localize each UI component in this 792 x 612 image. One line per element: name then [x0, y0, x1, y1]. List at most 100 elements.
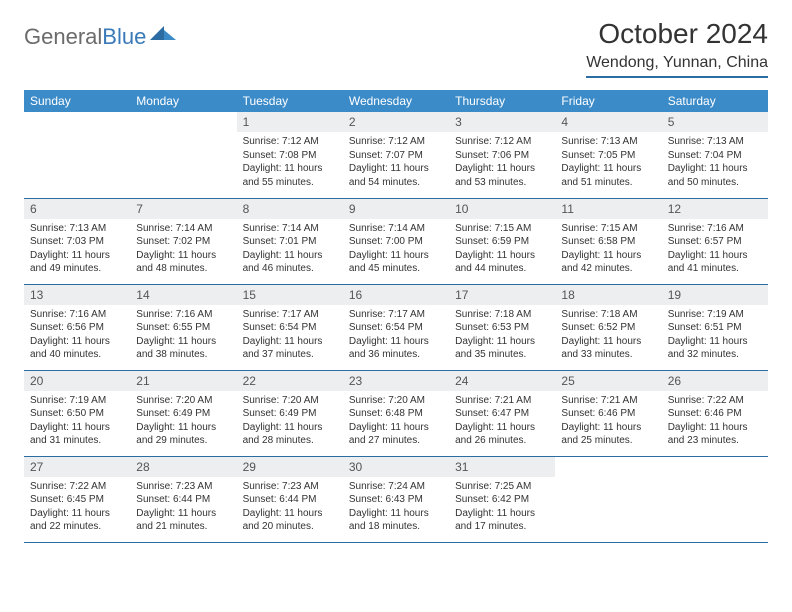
- day-number: 12: [662, 199, 768, 219]
- day-number: 25: [555, 371, 661, 391]
- day-details: Sunrise: 7:18 AMSunset: 6:52 PMDaylight:…: [555, 305, 661, 366]
- calendar-day-cell: 19Sunrise: 7:19 AMSunset: 6:51 PMDayligh…: [662, 284, 768, 370]
- calendar-day-cell: 29Sunrise: 7:23 AMSunset: 6:44 PMDayligh…: [237, 456, 343, 542]
- calendar-day-cell: 21Sunrise: 7:20 AMSunset: 6:49 PMDayligh…: [130, 370, 236, 456]
- day-number: 10: [449, 199, 555, 219]
- day-details: Sunrise: 7:16 AMSunset: 6:56 PMDaylight:…: [24, 305, 130, 366]
- day-details: Sunrise: 7:12 AMSunset: 7:06 PMDaylight:…: [449, 132, 555, 193]
- calendar-day-cell: 3Sunrise: 7:12 AMSunset: 7:06 PMDaylight…: [449, 112, 555, 198]
- calendar-day-cell: 9Sunrise: 7:14 AMSunset: 7:00 PMDaylight…: [343, 198, 449, 284]
- title-block: October 2024 Wendong, Yunnan, China: [586, 18, 768, 78]
- calendar-week-row: 6Sunrise: 7:13 AMSunset: 7:03 PMDaylight…: [24, 198, 768, 284]
- calendar-table: SundayMondayTuesdayWednesdayThursdayFrid…: [24, 90, 768, 543]
- weekday-header: Wednesday: [343, 90, 449, 112]
- day-details: Sunrise: 7:16 AMSunset: 6:57 PMDaylight:…: [662, 219, 768, 280]
- calendar-head: SundayMondayTuesdayWednesdayThursdayFrid…: [24, 90, 768, 112]
- page-title: October 2024: [586, 18, 768, 50]
- day-number: 1: [237, 112, 343, 132]
- logo-mark-icon: [150, 26, 176, 49]
- day-number: 18: [555, 285, 661, 305]
- day-number: 19: [662, 285, 768, 305]
- day-number: 2: [343, 112, 449, 132]
- calendar-day-cell: 30Sunrise: 7:24 AMSunset: 6:43 PMDayligh…: [343, 456, 449, 542]
- day-details: Sunrise: 7:16 AMSunset: 6:55 PMDaylight:…: [130, 305, 236, 366]
- day-number: 17: [449, 285, 555, 305]
- weekday-header: Tuesday: [237, 90, 343, 112]
- day-details: Sunrise: 7:19 AMSunset: 6:51 PMDaylight:…: [662, 305, 768, 366]
- calendar-day-cell: 25Sunrise: 7:21 AMSunset: 6:46 PMDayligh…: [555, 370, 661, 456]
- day-number: 23: [343, 371, 449, 391]
- calendar-day-cell: 15Sunrise: 7:17 AMSunset: 6:54 PMDayligh…: [237, 284, 343, 370]
- day-number: 27: [24, 457, 130, 477]
- calendar-day-cell: 7Sunrise: 7:14 AMSunset: 7:02 PMDaylight…: [130, 198, 236, 284]
- calendar-day-cell: 2Sunrise: 7:12 AMSunset: 7:07 PMDaylight…: [343, 112, 449, 198]
- day-details: Sunrise: 7:17 AMSunset: 6:54 PMDaylight:…: [343, 305, 449, 366]
- weekday-header: Saturday: [662, 90, 768, 112]
- calendar-week-row: 13Sunrise: 7:16 AMSunset: 6:56 PMDayligh…: [24, 284, 768, 370]
- day-number: 3: [449, 112, 555, 132]
- day-details: Sunrise: 7:17 AMSunset: 6:54 PMDaylight:…: [237, 305, 343, 366]
- calendar-day-cell: 12Sunrise: 7:16 AMSunset: 6:57 PMDayligh…: [662, 198, 768, 284]
- day-number: 14: [130, 285, 236, 305]
- calendar-day-cell: 27Sunrise: 7:22 AMSunset: 6:45 PMDayligh…: [24, 456, 130, 542]
- day-number: 20: [24, 371, 130, 391]
- day-details: Sunrise: 7:21 AMSunset: 6:46 PMDaylight:…: [555, 391, 661, 452]
- day-number: 11: [555, 199, 661, 219]
- day-details: Sunrise: 7:22 AMSunset: 6:45 PMDaylight:…: [24, 477, 130, 538]
- calendar-day-cell: 28Sunrise: 7:23 AMSunset: 6:44 PMDayligh…: [130, 456, 236, 542]
- day-details: Sunrise: 7:15 AMSunset: 6:58 PMDaylight:…: [555, 219, 661, 280]
- day-number: 5: [662, 112, 768, 132]
- calendar-day-cell: 26Sunrise: 7:22 AMSunset: 6:46 PMDayligh…: [662, 370, 768, 456]
- day-details: Sunrise: 7:14 AMSunset: 7:00 PMDaylight:…: [343, 219, 449, 280]
- weekday-header: Friday: [555, 90, 661, 112]
- day-details: Sunrise: 7:13 AMSunset: 7:05 PMDaylight:…: [555, 132, 661, 193]
- day-details: Sunrise: 7:24 AMSunset: 6:43 PMDaylight:…: [343, 477, 449, 538]
- weekday-header: Sunday: [24, 90, 130, 112]
- location-subtitle: Wendong, Yunnan, China: [586, 54, 768, 78]
- calendar-day-cell: 1Sunrise: 7:12 AMSunset: 7:08 PMDaylight…: [237, 112, 343, 198]
- day-details: Sunrise: 7:23 AMSunset: 6:44 PMDaylight:…: [237, 477, 343, 538]
- calendar-day-cell: 11Sunrise: 7:15 AMSunset: 6:58 PMDayligh…: [555, 198, 661, 284]
- logo: GeneralBlue: [24, 24, 176, 50]
- day-details: Sunrise: 7:15 AMSunset: 6:59 PMDaylight:…: [449, 219, 555, 280]
- day-number: 6: [24, 199, 130, 219]
- calendar-day-cell: 17Sunrise: 7:18 AMSunset: 6:53 PMDayligh…: [449, 284, 555, 370]
- calendar-day-cell: 8Sunrise: 7:14 AMSunset: 7:01 PMDaylight…: [237, 198, 343, 284]
- day-number: 26: [662, 371, 768, 391]
- day-number: 9: [343, 199, 449, 219]
- day-details: Sunrise: 7:14 AMSunset: 7:02 PMDaylight:…: [130, 219, 236, 280]
- logo-word2: Blue: [102, 24, 146, 49]
- day-number: 15: [237, 285, 343, 305]
- calendar-day-cell: 24Sunrise: 7:21 AMSunset: 6:47 PMDayligh…: [449, 370, 555, 456]
- day-details: Sunrise: 7:13 AMSunset: 7:04 PMDaylight:…: [662, 132, 768, 193]
- calendar-day-cell: 4Sunrise: 7:13 AMSunset: 7:05 PMDaylight…: [555, 112, 661, 198]
- calendar-body: 1Sunrise: 7:12 AMSunset: 7:08 PMDaylight…: [24, 112, 768, 542]
- calendar-day-cell: 13Sunrise: 7:16 AMSunset: 6:56 PMDayligh…: [24, 284, 130, 370]
- calendar-day-cell: 5Sunrise: 7:13 AMSunset: 7:04 PMDaylight…: [662, 112, 768, 198]
- header: GeneralBlue October 2024 Wendong, Yunnan…: [24, 18, 768, 78]
- weekday-header: Thursday: [449, 90, 555, 112]
- calendar-day-cell: [130, 112, 236, 198]
- day-number: 24: [449, 371, 555, 391]
- calendar-day-cell: [555, 456, 661, 542]
- calendar-day-cell: 22Sunrise: 7:20 AMSunset: 6:49 PMDayligh…: [237, 370, 343, 456]
- day-number: 13: [24, 285, 130, 305]
- day-details: Sunrise: 7:14 AMSunset: 7:01 PMDaylight:…: [237, 219, 343, 280]
- calendar-day-cell: 18Sunrise: 7:18 AMSunset: 6:52 PMDayligh…: [555, 284, 661, 370]
- day-details: Sunrise: 7:20 AMSunset: 6:48 PMDaylight:…: [343, 391, 449, 452]
- weekday-header: Monday: [130, 90, 236, 112]
- calendar-week-row: 1Sunrise: 7:12 AMSunset: 7:08 PMDaylight…: [24, 112, 768, 198]
- day-details: Sunrise: 7:19 AMSunset: 6:50 PMDaylight:…: [24, 391, 130, 452]
- calendar-day-cell: 14Sunrise: 7:16 AMSunset: 6:55 PMDayligh…: [130, 284, 236, 370]
- day-number: 29: [237, 457, 343, 477]
- day-details: Sunrise: 7:25 AMSunset: 6:42 PMDaylight:…: [449, 477, 555, 538]
- day-details: Sunrise: 7:20 AMSunset: 6:49 PMDaylight:…: [237, 391, 343, 452]
- logo-text: GeneralBlue: [24, 24, 146, 50]
- calendar-day-cell: 20Sunrise: 7:19 AMSunset: 6:50 PMDayligh…: [24, 370, 130, 456]
- day-number: 16: [343, 285, 449, 305]
- calendar-week-row: 27Sunrise: 7:22 AMSunset: 6:45 PMDayligh…: [24, 456, 768, 542]
- day-details: Sunrise: 7:22 AMSunset: 6:46 PMDaylight:…: [662, 391, 768, 452]
- day-details: Sunrise: 7:12 AMSunset: 7:07 PMDaylight:…: [343, 132, 449, 193]
- day-number: 7: [130, 199, 236, 219]
- calendar-day-cell: 6Sunrise: 7:13 AMSunset: 7:03 PMDaylight…: [24, 198, 130, 284]
